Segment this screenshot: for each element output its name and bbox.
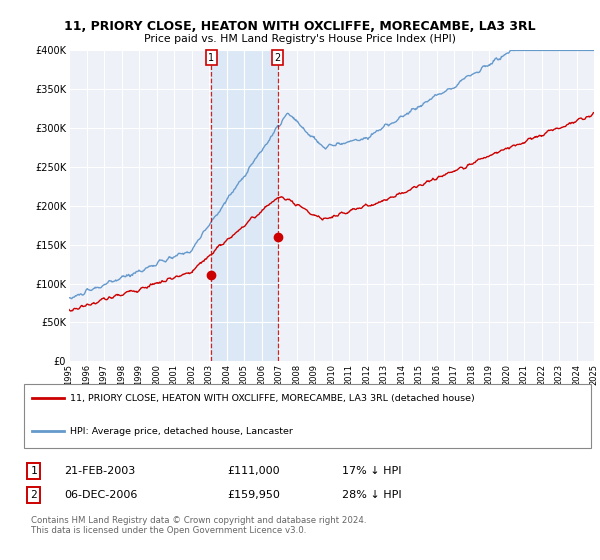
- Text: 11, PRIORY CLOSE, HEATON WITH OXCLIFFE, MORECAMBE, LA3 3RL (detached house): 11, PRIORY CLOSE, HEATON WITH OXCLIFFE, …: [70, 394, 475, 403]
- Text: 28% ↓ HPI: 28% ↓ HPI: [342, 491, 401, 501]
- Text: Price paid vs. HM Land Registry's House Price Index (HPI): Price paid vs. HM Land Registry's House …: [144, 34, 456, 44]
- Text: £159,950: £159,950: [227, 491, 280, 501]
- Text: £111,000: £111,000: [227, 466, 280, 476]
- Text: 06-DEC-2006: 06-DEC-2006: [64, 491, 137, 501]
- Text: 1: 1: [30, 466, 37, 476]
- Text: 21-FEB-2003: 21-FEB-2003: [64, 466, 135, 476]
- Text: Contains HM Land Registry data © Crown copyright and database right 2024.
This d: Contains HM Land Registry data © Crown c…: [31, 516, 367, 535]
- FancyBboxPatch shape: [24, 384, 591, 448]
- Text: 2: 2: [30, 491, 37, 501]
- Text: 2: 2: [274, 53, 281, 63]
- Text: HPI: Average price, detached house, Lancaster: HPI: Average price, detached house, Lanc…: [70, 427, 293, 436]
- Text: 17% ↓ HPI: 17% ↓ HPI: [342, 466, 401, 476]
- Text: 11, PRIORY CLOSE, HEATON WITH OXCLIFFE, MORECAMBE, LA3 3RL: 11, PRIORY CLOSE, HEATON WITH OXCLIFFE, …: [64, 20, 536, 32]
- Text: 1: 1: [208, 53, 214, 63]
- Bar: [211, 50, 278, 361]
